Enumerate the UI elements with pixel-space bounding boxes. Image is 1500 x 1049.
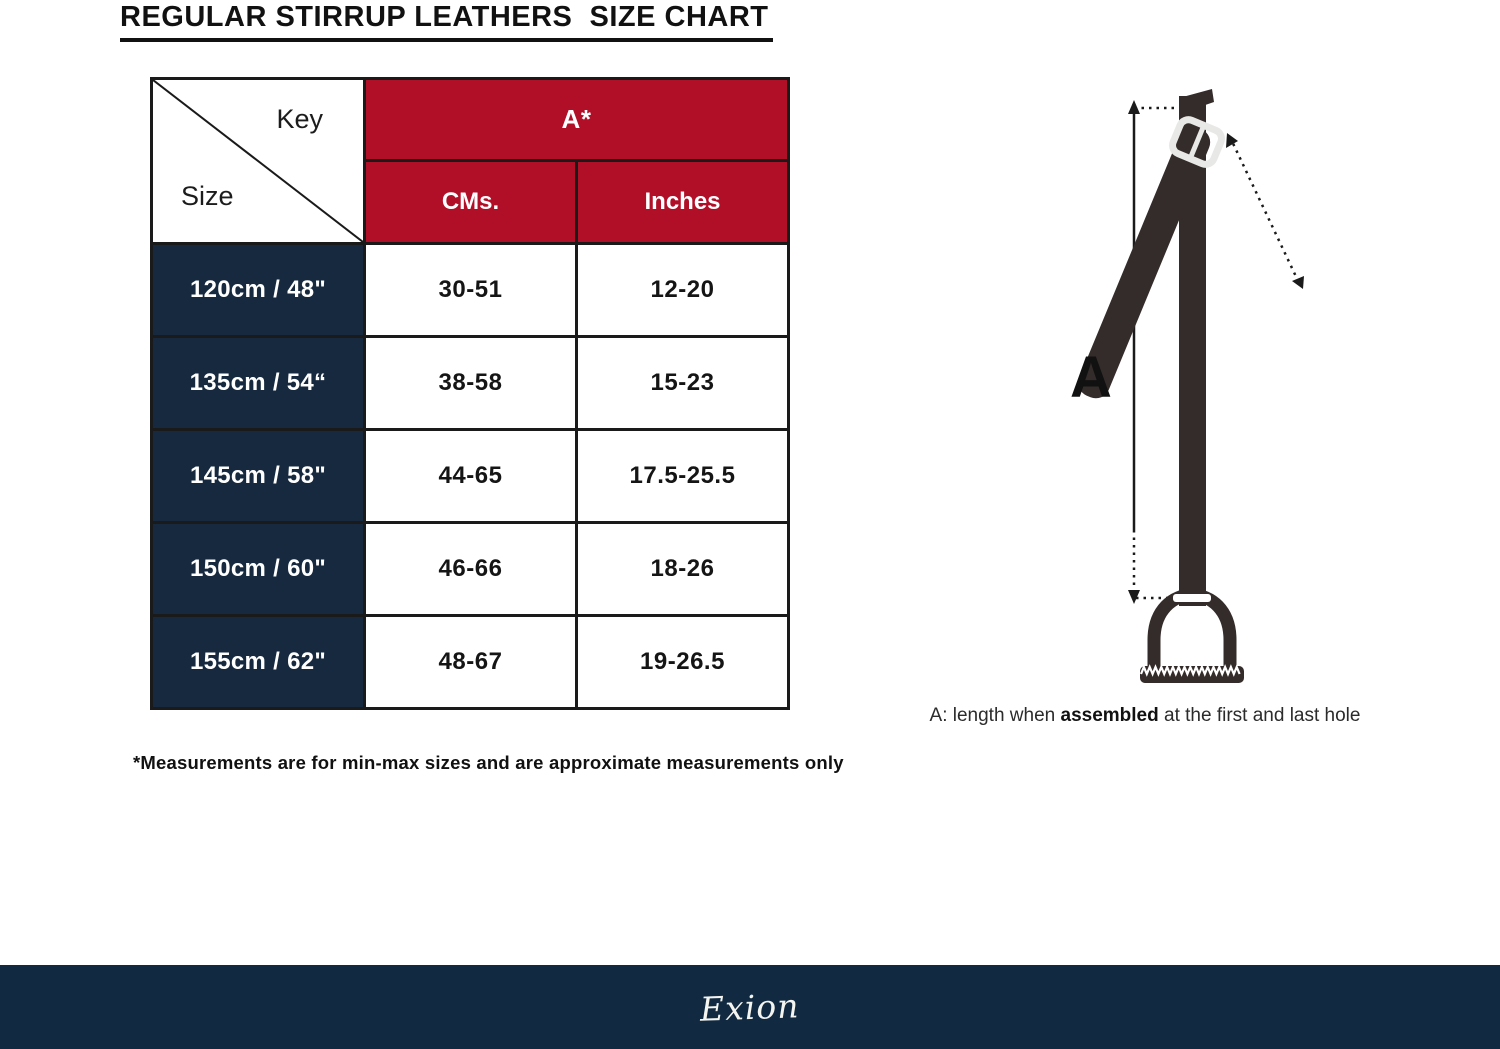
row-size-label: 155cm / 62" — [153, 617, 363, 707]
row-inches-value: 12-20 — [578, 245, 787, 335]
corner-size-label: Size — [181, 181, 234, 211]
row-cms-value: 38-58 — [366, 338, 575, 428]
row-size-label: 135cm / 54“ — [153, 338, 363, 428]
row-cms-value: 48-67 — [366, 617, 575, 707]
caption-prefix: A: length when — [929, 705, 1061, 726]
column-group-header: A* — [366, 80, 787, 159]
row-inches-value: 19-26.5 — [578, 617, 787, 707]
caption-suffix: at the first and last hole — [1158, 705, 1361, 726]
row-cms-value: 44-65 — [366, 431, 575, 521]
row-size-label: 150cm / 60" — [153, 524, 363, 614]
row-size-label: 120cm / 48" — [153, 245, 363, 335]
stirrup-iron — [1139, 588, 1244, 683]
footer-bar: Exion — [0, 965, 1500, 1049]
strap-holes — [1214, 181, 1265, 295]
caption-bold-word: assembled — [1060, 705, 1159, 726]
row-inches-value: 15-23 — [578, 338, 787, 428]
column-header-inches: Inches — [578, 162, 787, 242]
stirrup-leathers-illustration — [1078, 89, 1304, 683]
column-header-cms: CMs. — [366, 162, 575, 242]
row-inches-value: 18-26 — [578, 524, 787, 614]
brand-logo: Exion — [699, 985, 801, 1029]
diagonal-divider-line — [153, 80, 363, 242]
size-chart-table: Key Size A* CMs. Inches 120cm / 48" 30-5… — [150, 77, 790, 710]
buckle — [1169, 116, 1225, 168]
row-cms-value: 46-66 — [366, 524, 575, 614]
row-cms-value: 30-51 — [366, 245, 575, 335]
measurement-arrowheads — [1128, 100, 1304, 604]
corner-key-label: Key — [276, 104, 323, 134]
row-size-label: 145cm / 58" — [153, 431, 363, 521]
page-title: REGULAR STIRRUP LEATHERS SIZE CHART — [120, 1, 773, 42]
measurements-footnote: *Measurements are for min-max sizes and … — [133, 752, 844, 773]
table-corner-cell: Key Size — [153, 80, 363, 242]
dimension-a-caption: A: length when assembled at the first an… — [910, 705, 1380, 727]
leather-strap — [1078, 89, 1214, 606]
dimension-a-label: A — [1070, 345, 1112, 410]
row-inches-value: 17.5-25.5 — [578, 431, 787, 521]
